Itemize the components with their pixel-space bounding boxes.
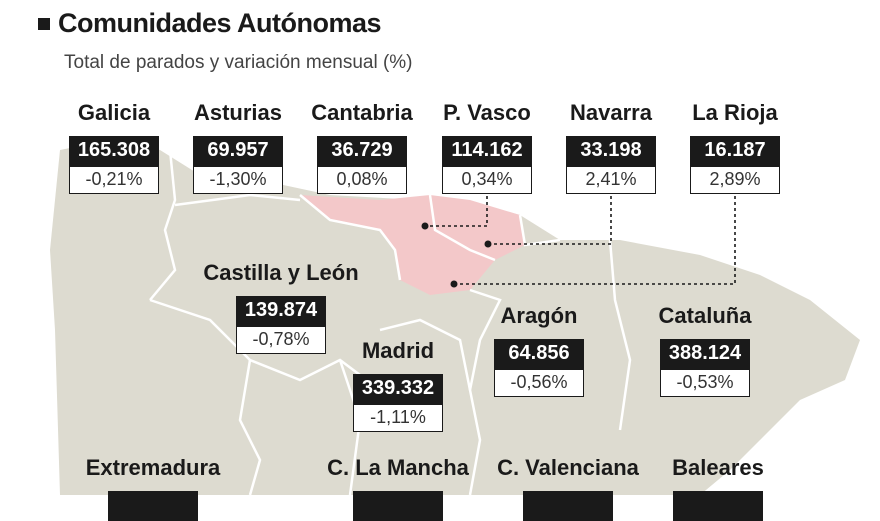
region-name: Asturias xyxy=(193,100,283,125)
region-valenciana: C. Valenciana xyxy=(497,455,639,521)
region-name: Madrid xyxy=(361,338,435,363)
region-total-box xyxy=(108,491,198,521)
spain-map xyxy=(50,140,860,495)
region-total: 165.308 xyxy=(69,136,159,166)
region-name: Cataluña xyxy=(658,303,752,328)
region-name: Extremadura xyxy=(85,455,221,480)
region-total: 36.729 xyxy=(317,136,407,166)
region-total: 139.874 xyxy=(236,296,326,326)
region-variation: -1,30% xyxy=(193,166,283,194)
highlight-regions xyxy=(300,195,525,295)
region-castilla-y-leon: Castilla y León 139.874 -0,78% xyxy=(203,260,359,354)
land-mass xyxy=(50,140,860,495)
region-borders xyxy=(149,149,632,495)
region-name: P. Vasco xyxy=(443,100,531,125)
page-subtitle: Total de parados y variación mensual (%) xyxy=(64,52,413,73)
region-variation: 0,34% xyxy=(442,166,532,194)
region-name: Galicia xyxy=(77,100,151,125)
region-total: 64.856 xyxy=(494,339,584,369)
region-variation: -0,21% xyxy=(69,166,159,194)
region-baleares: Baleares xyxy=(663,455,773,521)
region-variation: 0,08% xyxy=(317,166,407,194)
region-castilla-la-mancha: C. La Mancha xyxy=(327,455,469,521)
region-name: C. Valenciana xyxy=(497,455,639,480)
region-navarra: Navarra 33.198 2,41% xyxy=(556,100,666,194)
region-galicia: Galicia 165.308 -0,21% xyxy=(59,100,169,194)
region-madrid: Madrid 339.332 -1,11% xyxy=(343,338,453,432)
region-name: Navarra xyxy=(570,100,652,125)
region-name: Baleares xyxy=(672,455,764,480)
region-cantabria: Cantabria 36.729 0,08% xyxy=(307,100,417,194)
leader-dots xyxy=(421,222,492,288)
region-name: Aragón xyxy=(500,303,578,328)
region-variation: 2,41% xyxy=(566,166,656,194)
region-la-rioja: La Rioja 16.187 2,89% xyxy=(680,100,790,194)
region-asturias: Asturias 69.957 -1,30% xyxy=(183,100,293,194)
region-aragon: Aragón 64.856 -0,56% xyxy=(484,303,594,397)
region-variation: -0,78% xyxy=(236,326,326,354)
region-variation: -0,53% xyxy=(660,369,750,397)
region-variation: 2,89% xyxy=(690,166,780,194)
page-title: Comunidades Autónomas xyxy=(58,8,382,38)
region-total: 33.198 xyxy=(566,136,656,166)
region-total: 16.187 xyxy=(690,136,780,166)
title-bullet xyxy=(38,18,50,30)
region-total: 388.124 xyxy=(660,339,750,369)
region-name: La Rioja xyxy=(692,100,778,125)
region-total: 114.162 xyxy=(442,136,532,166)
leader-lines xyxy=(425,196,736,285)
region-extremadura: Extremadura xyxy=(86,455,220,521)
region-cataluna: Cataluña 388.124 -0,53% xyxy=(650,303,760,397)
region-variation: -1,11% xyxy=(353,404,443,432)
region-total: 339.332 xyxy=(353,374,443,404)
region-name: Cantabria xyxy=(311,100,413,125)
region-name: C. La Mancha xyxy=(327,455,469,480)
region-pais-vasco: P. Vasco 114.162 0,34% xyxy=(432,100,542,194)
region-total-box xyxy=(673,491,763,521)
region-total-box xyxy=(523,491,613,521)
region-total-box xyxy=(353,491,443,521)
region-variation: -0,56% xyxy=(494,369,584,397)
region-total: 69.957 xyxy=(193,136,283,166)
region-name: Castilla y León xyxy=(203,260,359,285)
